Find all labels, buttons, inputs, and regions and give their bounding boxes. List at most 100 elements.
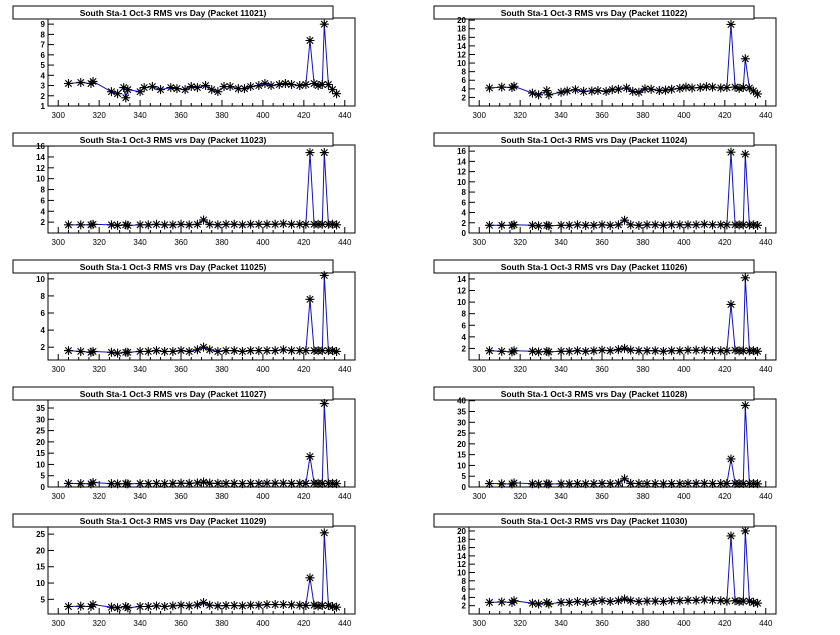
data-point: [278, 345, 288, 355]
y-tick-label: 4: [462, 333, 467, 342]
data-point: [572, 220, 582, 230]
y-tick-label: 15: [36, 449, 45, 458]
data-point: [266, 81, 276, 91]
data-point: [221, 478, 231, 488]
data-point: [168, 346, 178, 356]
y-tick-label: 4: [462, 85, 467, 94]
data-point: [151, 601, 161, 611]
data-point: [327, 85, 337, 95]
data-point: [135, 479, 145, 489]
data-point: [192, 219, 202, 229]
data-point: [237, 220, 247, 230]
data-point: [497, 479, 507, 489]
data-point: [184, 601, 194, 611]
data-point: [76, 479, 86, 489]
x-tick-label: 420: [297, 111, 311, 120]
data-point: [184, 478, 194, 488]
data-point: [317, 346, 327, 356]
y-tick-label: 4: [41, 326, 46, 335]
data-point: [497, 82, 507, 92]
data-point: [287, 80, 297, 90]
data-point: [572, 479, 582, 489]
y-tick-label: 5: [41, 472, 46, 481]
data-point: [556, 346, 566, 356]
data-point: [605, 220, 615, 230]
data-point: [675, 83, 685, 93]
data-point: [716, 83, 726, 93]
x-tick-label: 440: [338, 238, 352, 247]
data-point: [691, 478, 701, 488]
data-point: [229, 219, 239, 229]
data-point: [613, 345, 623, 355]
x-tick-label: 340: [554, 365, 568, 374]
data-point: [143, 602, 153, 612]
plot-frame: [468, 17, 777, 107]
chart-title: South Sta-1 Oct-3 RMS vrs Day (Packet 11…: [80, 389, 267, 399]
data-point: [113, 603, 123, 613]
data-point: [323, 601, 333, 611]
data-point: [534, 347, 544, 357]
data-point: [730, 82, 740, 92]
data-point: [270, 478, 280, 488]
data-point: [753, 220, 763, 230]
x-tick-label: 300: [52, 111, 66, 120]
x-tick-label: 420: [718, 238, 732, 247]
data-point: [562, 86, 572, 96]
data-point: [123, 479, 133, 489]
data-point: [270, 346, 280, 356]
data-point: [147, 82, 157, 92]
x-tick-label: 440: [759, 111, 773, 120]
data-point: [534, 599, 544, 609]
data-point: [626, 220, 636, 230]
chart-title: South Sta-1 Oct-3 RMS vrs Day (Packet 11…: [501, 135, 688, 145]
data-point: [748, 597, 758, 607]
data-point: [726, 147, 736, 157]
x-tick-label: 320: [92, 238, 106, 247]
data-point: [675, 479, 685, 489]
x-tick-label: 440: [759, 238, 773, 247]
data-point: [332, 89, 342, 99]
data-point: [716, 596, 726, 606]
data-point: [593, 86, 603, 96]
data-point: [587, 86, 597, 96]
data-point: [527, 220, 537, 230]
data-point: [123, 85, 133, 95]
data-point: [740, 400, 750, 410]
x-tick-label: 440: [338, 492, 352, 501]
x-tick-label: 340: [133, 238, 147, 247]
data-point: [229, 346, 239, 356]
data-point: [254, 478, 264, 488]
data-point: [589, 597, 599, 607]
y-tick-label: 6: [41, 51, 46, 60]
data-point: [581, 346, 591, 356]
chart-panel: South Sta-1 Oct-3 RMS vrs Day (Packet 11…: [433, 259, 777, 374]
y-tick-label: 2: [462, 219, 467, 228]
data-point: [730, 345, 740, 355]
data-point: [309, 600, 319, 610]
data-point: [744, 83, 754, 93]
chart-title-box: [12, 132, 334, 147]
data-point: [270, 600, 280, 610]
chart-title-box: [433, 5, 755, 20]
x-tick-label: 340: [133, 619, 147, 628]
data-point: [287, 478, 297, 488]
data-point: [581, 597, 591, 607]
data-point: [708, 220, 718, 230]
x-tick-label: 360: [174, 238, 188, 247]
x-tick-label: 400: [677, 365, 691, 374]
data-point: [213, 87, 223, 97]
data-point: [708, 346, 718, 356]
data-point: [160, 346, 170, 356]
data-point: [605, 346, 615, 356]
data-point: [748, 86, 758, 96]
y-tick-label: 35: [36, 404, 45, 413]
y-tick-label: 2: [41, 218, 46, 227]
data-point: [176, 600, 186, 610]
x-tick-label: 380: [636, 238, 650, 247]
data-point: [509, 596, 519, 606]
x-tick-label: 400: [677, 238, 691, 247]
data-point: [260, 78, 270, 88]
data-point: [556, 479, 566, 489]
data-point: [716, 479, 726, 489]
x-tick-label: 300: [473, 238, 487, 247]
